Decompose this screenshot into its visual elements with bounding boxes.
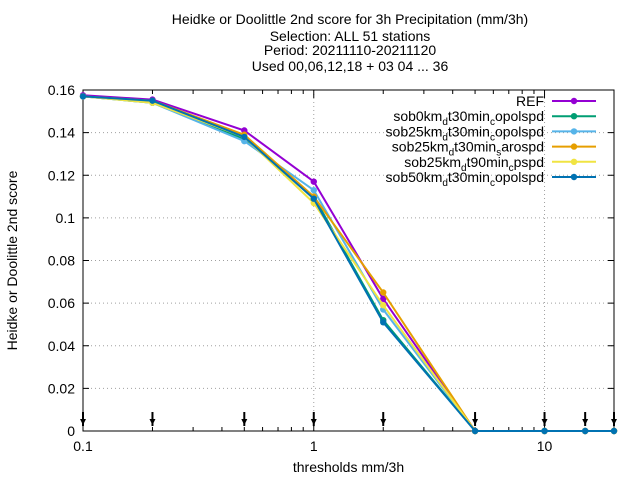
legend-label-part: d <box>442 117 448 128</box>
data-point <box>610 427 618 435</box>
threshold-marker-arrow <box>582 419 589 425</box>
legend-swatch-point <box>570 97 578 105</box>
data-point <box>380 295 387 303</box>
threshold-markers <box>80 412 617 426</box>
y-axis-label: Heidke or Doolittle 2nd score <box>4 170 20 350</box>
legend-label-part: c <box>490 178 495 189</box>
threshold-marker-arrow <box>541 419 548 425</box>
threshold-marker-arrow <box>149 419 156 425</box>
data-point <box>541 427 548 435</box>
title-line-3: Period: 20211110-20211120 <box>263 42 437 58</box>
title-line-4: Used 00,06,12,18 + 03 04 ... 36 <box>251 58 449 74</box>
y-tick-label: 0.14 <box>48 125 75 141</box>
legend-label-part: t30min <box>448 169 490 185</box>
data-point <box>380 289 387 296</box>
series-5 <box>79 93 618 435</box>
legend-label-part: d <box>442 178 448 189</box>
data-point <box>471 427 479 435</box>
legend-swatch-point <box>570 158 578 165</box>
legend-label-part: opolspd <box>495 169 544 185</box>
legend-label-part: opolspd <box>495 108 544 124</box>
y-tick-label: 0.1 <box>56 210 76 226</box>
title-line-2: Selection: ALL 51 stations <box>269 28 431 44</box>
threshold-marker-arrow <box>241 419 248 425</box>
threshold-marker-arrow <box>380 419 387 425</box>
legend-label-part: arospd <box>501 139 544 155</box>
threshold-marker-arrow <box>611 419 617 425</box>
legend-entry-label: REF <box>516 93 544 109</box>
legend-entry-label: sob25kmdt90mincpspd <box>404 154 544 174</box>
legend-label-part: pspd <box>514 154 544 170</box>
threshold-marker-arrow <box>80 419 86 425</box>
legend-entry-label: sob25kmdt30mincopolspd <box>386 123 544 143</box>
legend-swatch-point <box>570 173 578 181</box>
legend-label-part: t30min <box>448 123 490 139</box>
x-tick-labels: 0.1 1 10 <box>73 438 552 454</box>
data-point <box>380 302 387 309</box>
legend-swatch-point <box>570 113 578 120</box>
y-tick-label: 0.06 <box>48 295 75 311</box>
grid <box>83 90 614 431</box>
data-point <box>310 186 317 194</box>
y-tick-label: 0.12 <box>48 167 75 183</box>
legend-label-part: opolspd <box>495 123 544 139</box>
legend-label-part: d <box>461 163 467 174</box>
legend-label-part: sob25km <box>404 154 461 170</box>
legend-label-part: sob50km <box>386 169 443 185</box>
y-tick-label: 0.04 <box>48 338 75 354</box>
data-point <box>380 319 387 326</box>
data-point <box>149 97 156 104</box>
legend-entry-label: sob25kmdt30minsarospd <box>392 139 544 159</box>
legend-entry-label: sob50kmdt30mincopolspd <box>386 169 544 189</box>
data-point <box>581 427 589 435</box>
legend-entry-label: sob0kmdt30mincopolspd <box>393 108 544 128</box>
legend-label-part: sob25km <box>392 139 449 155</box>
legend-swatch-point <box>570 128 578 135</box>
legend-swatch-point <box>570 143 578 150</box>
x-tick-label: 0.1 <box>73 438 93 454</box>
legend-label-part: d <box>449 148 455 159</box>
legend-label-part: c <box>509 163 514 174</box>
series-group <box>79 92 618 435</box>
legend-label-part: t30min <box>448 108 490 124</box>
y-tick-label: 0.02 <box>48 380 75 396</box>
legend-label-part: s <box>496 148 501 159</box>
legend: REFsob0kmdt30mincopolspdsob25kmdt30minco… <box>386 93 596 189</box>
x-axis-label: thresholds mm/3h <box>293 459 404 475</box>
legend-label-part: t30min <box>454 139 496 155</box>
y-tick-label: 0.08 <box>48 253 75 269</box>
title-line-1: Heidke or Doolittle 2nd score for 3h Pre… <box>171 11 529 27</box>
legend-label-part: sob0km <box>393 108 442 124</box>
legend-label-part: d <box>442 132 448 143</box>
y-tick-label: 0 <box>67 423 75 439</box>
x-tick-label: 1 <box>310 438 318 454</box>
data-point <box>79 93 87 100</box>
threshold-marker-arrow <box>310 419 317 425</box>
y-tick-label: 0.16 <box>48 82 75 98</box>
data-point <box>241 133 248 141</box>
data-point <box>310 178 317 185</box>
legend-label-part: c <box>490 117 495 128</box>
x-tick-label: 10 <box>537 438 553 454</box>
legend-label-part: c <box>490 132 495 143</box>
y-tick-labels: 0 0.02 0.04 0.06 0.08 0.1 0.12 0.14 0.16 <box>48 82 75 439</box>
threshold-marker-arrow <box>472 419 479 425</box>
legend-label-part: t90min <box>467 154 509 170</box>
data-point <box>310 195 317 202</box>
legend-label-part: sob25km <box>386 123 443 139</box>
